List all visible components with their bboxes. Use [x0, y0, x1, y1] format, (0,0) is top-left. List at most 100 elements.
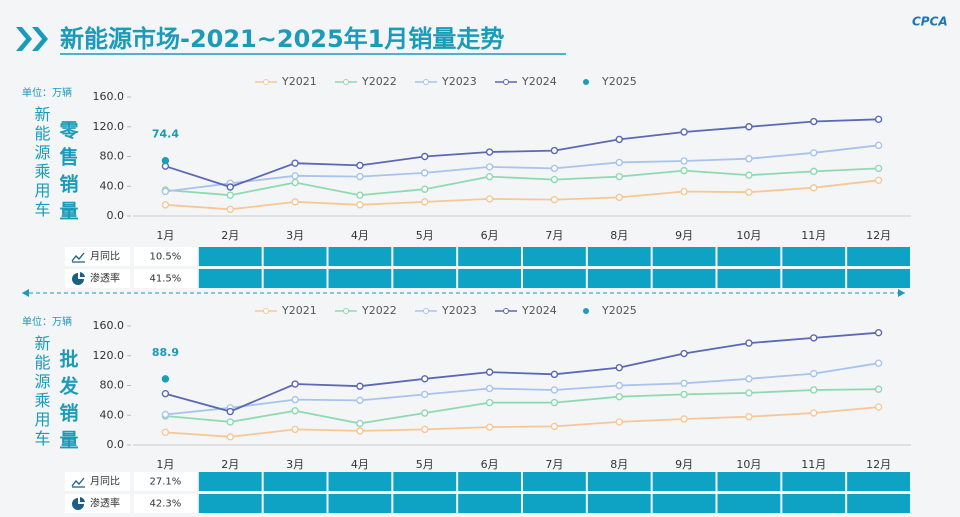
table-cell [847, 269, 910, 288]
data-point [615, 363, 623, 372]
data-point [161, 410, 170, 419]
table-row-label: 月同比 [90, 476, 120, 488]
legend-marker [423, 308, 429, 314]
table-cell [198, 494, 262, 513]
trend-icon [71, 252, 85, 263]
side-label: 新能源乘用车 [32, 335, 51, 449]
data-point [356, 172, 364, 181]
data-point [421, 185, 429, 193]
x-tick-label: 1月 [156, 458, 174, 471]
table-cell [393, 494, 457, 513]
data-point [680, 187, 688, 196]
y-tick-label: 120.0 [93, 349, 125, 362]
x-tick-label: 12月 [866, 458, 891, 471]
data-point [291, 425, 299, 434]
data-point [874, 328, 883, 337]
table-cell [134, 247, 197, 266]
data-point [810, 117, 818, 126]
data-point [291, 380, 299, 388]
data-point [810, 184, 818, 192]
table-cell [263, 247, 327, 266]
y-tick-label: 120.0 [93, 120, 125, 133]
data-point [680, 166, 688, 175]
data-point [356, 427, 364, 435]
table-cell [652, 494, 716, 513]
table-cell [523, 269, 586, 288]
y-tick-label: 80.0 [100, 150, 125, 163]
legend-marker [583, 308, 589, 314]
legend-label: Y2023 [441, 75, 477, 88]
table-cell [134, 269, 197, 288]
table-cell-text: 27.1% [150, 477, 182, 488]
table-cell [587, 247, 651, 266]
data-point [745, 155, 753, 163]
data-point [291, 172, 299, 180]
table-label-cell [65, 247, 130, 266]
x-tick-label: 7月 [545, 229, 563, 242]
table-cell [198, 472, 262, 491]
data-point [485, 148, 494, 156]
legend-label: Y2021 [281, 75, 317, 88]
data-point [550, 164, 559, 173]
data-point [356, 161, 364, 170]
pie-icon [72, 497, 85, 510]
data-point [161, 187, 170, 196]
data-point [874, 115, 883, 124]
data-point [421, 169, 429, 177]
table-cell [652, 247, 716, 266]
table-cell [782, 494, 846, 513]
table-cell [717, 269, 781, 288]
x-tick-label: 7月 [545, 458, 563, 471]
x-tick-label: 3月 [286, 458, 304, 471]
data-point [291, 178, 299, 187]
data-point [745, 188, 753, 196]
x-tick-label: 4月 [351, 458, 369, 471]
y-tick-label: 160.0 [93, 319, 125, 332]
data-point [161, 375, 170, 383]
data-point [421, 425, 429, 434]
data-point [226, 418, 234, 426]
table-cell [587, 494, 651, 513]
data-point [485, 195, 494, 203]
legend-label: Y2024 [521, 304, 557, 317]
data-point [615, 381, 623, 390]
data-point [421, 375, 429, 383]
y-tick-label: 0.0 [107, 438, 125, 451]
table-cell [523, 247, 586, 266]
legend-label: Y2024 [521, 75, 557, 88]
x-tick-label: 9月 [675, 229, 693, 242]
data-point [745, 339, 753, 347]
data-point [745, 123, 753, 131]
table-cell [847, 494, 910, 513]
data-point [615, 172, 623, 181]
table-cell [782, 247, 846, 266]
data-point [874, 385, 883, 393]
table-cell [198, 269, 262, 288]
legend-marker [263, 79, 269, 85]
x-tick-label: 11月 [801, 229, 826, 242]
x-tick-label: 6月 [481, 458, 499, 471]
x-tick-label: 2月 [221, 229, 239, 242]
table-cell [652, 472, 716, 491]
table-cell [652, 269, 716, 288]
data-point [485, 172, 494, 181]
legend-label: Y2023 [441, 304, 477, 317]
data-point [874, 359, 883, 367]
table-cell [782, 472, 846, 491]
data-point [810, 386, 818, 394]
data-point [615, 193, 623, 202]
x-tick-label: 5月 [416, 458, 434, 471]
table-cell [393, 269, 457, 288]
legend-marker [423, 79, 429, 85]
legend-marker [583, 79, 589, 85]
data-point [421, 198, 429, 206]
data-point [291, 395, 299, 404]
data-point [226, 191, 234, 199]
x-tick-label: 12月 [866, 229, 891, 242]
data-point [874, 403, 883, 411]
data-point [874, 141, 883, 150]
data-point [485, 398, 494, 407]
table-cell [587, 472, 651, 491]
x-tick-label: 10月 [736, 229, 761, 242]
